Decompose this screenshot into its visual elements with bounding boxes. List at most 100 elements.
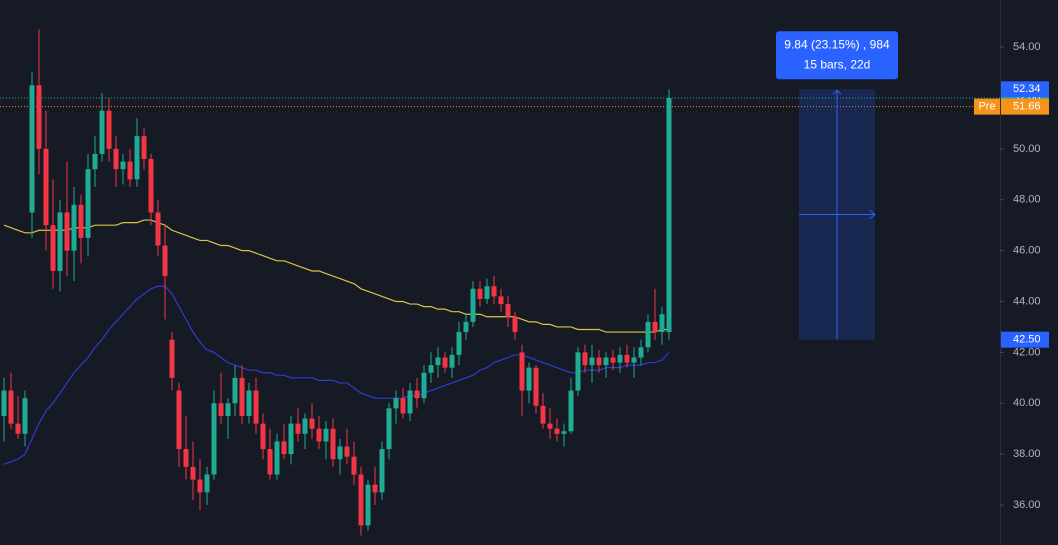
price-tag-label: 52.34	[1013, 83, 1041, 95]
moving-average-line	[3, 219, 669, 333]
candle-body	[624, 354, 630, 363]
candle-body	[211, 403, 217, 475]
moving-average-line	[3, 285, 670, 465]
candle-body	[155, 212, 161, 246]
candle-body	[505, 304, 511, 317]
moving-averages	[3, 219, 670, 465]
candle-body	[316, 428, 322, 442]
measure-label-box	[776, 31, 898, 80]
candle-body	[603, 357, 609, 366]
candle-body	[659, 314, 665, 333]
price-tag	[1001, 81, 1049, 98]
candle-body	[253, 390, 259, 424]
y-tick-label: 36.00	[1013, 499, 1041, 511]
candle-body	[302, 418, 308, 434]
candle-body	[92, 153, 98, 170]
candle-body	[512, 316, 518, 333]
y-tick-label: 42.00	[1013, 346, 1041, 358]
candle-body	[596, 357, 602, 366]
candle-body	[64, 212, 70, 251]
candle-body	[85, 169, 91, 238]
y-tick-label: 46.00	[1013, 245, 1041, 257]
candles	[1, 29, 672, 536]
candle-body	[309, 418, 315, 429]
candle-body	[379, 449, 385, 493]
candle-body	[533, 367, 539, 406]
measure-tool: 9.84 (23.15%) , 984 15 bars, 22d	[776, 31, 898, 340]
candle-body	[260, 423, 266, 450]
y-tick-label: 56.00	[1013, 0, 1041, 2]
candle-body	[239, 377, 245, 417]
candle-body	[554, 428, 560, 434]
candle-body	[463, 321, 469, 333]
candle-body	[323, 428, 329, 442]
candle-body	[1, 390, 7, 417]
candle-body	[414, 390, 420, 399]
candle-body	[50, 225, 56, 271]
candle-body	[449, 354, 455, 368]
candle-body	[638, 347, 644, 358]
candle-body	[435, 357, 441, 366]
candle-body	[57, 212, 63, 271]
candle-body	[561, 431, 567, 434]
candle-body	[113, 148, 119, 170]
candle-body	[428, 365, 434, 373]
candle-body	[575, 352, 581, 391]
candle-body	[127, 161, 133, 180]
candle-body	[358, 474, 364, 526]
candle-body	[148, 159, 154, 213]
candle-body	[610, 357, 616, 363]
candle-body	[498, 296, 504, 305]
y-tick-label: 40.00	[1013, 397, 1041, 409]
candle-body	[442, 357, 448, 368]
measure-arrow-up	[832, 89, 842, 95]
candle-body	[281, 441, 287, 455]
candle-body	[337, 446, 343, 460]
price-axis: 36.00 38.00 40.00 42.00 44.00 46.00 48.00 50.00…	[974, 0, 1049, 511]
price-tag	[1001, 98, 1049, 115]
candle-body	[568, 390, 574, 432]
candle-body	[246, 390, 252, 417]
candle-body	[631, 357, 637, 363]
candle-body	[274, 441, 280, 475]
candle-body	[400, 398, 406, 414]
candle-body	[645, 321, 651, 348]
candle-body	[547, 423, 553, 429]
candle-body	[295, 423, 301, 434]
candle-body	[134, 136, 140, 180]
y-tick-label: 54.00	[1013, 41, 1041, 53]
price-tag-label: 51.66	[1013, 101, 1041, 113]
candle-body	[204, 474, 210, 493]
candle-body	[666, 97, 672, 333]
candle-body	[99, 110, 105, 154]
candle-body	[365, 484, 371, 526]
y-tick-label: 48.00	[1013, 194, 1041, 206]
candle-body	[386, 408, 392, 450]
candle-body	[589, 357, 595, 366]
candle-body	[477, 288, 483, 299]
candle-body	[225, 403, 231, 417]
price-tag-label: 42.50	[1013, 334, 1041, 346]
candle-body	[8, 390, 14, 424]
candle-body	[582, 352, 588, 366]
price-tag-prefix: Pre	[978, 101, 995, 113]
candle-body	[106, 110, 112, 149]
candle-body	[421, 372, 427, 399]
candle-body	[540, 405, 546, 424]
candle-body	[78, 204, 84, 238]
candle-body	[197, 479, 203, 493]
candle-body	[29, 85, 35, 213]
candle-body	[456, 332, 462, 355]
y-tick-label: 38.00	[1013, 448, 1041, 460]
candle-body	[372, 484, 378, 493]
candle-body	[330, 428, 336, 460]
candle-body	[22, 398, 28, 434]
price-tag-prefix-box	[974, 98, 1000, 115]
candle-body	[190, 466, 196, 480]
candle-body	[519, 352, 525, 391]
candle-body	[470, 288, 476, 322]
candle-body	[491, 286, 497, 297]
